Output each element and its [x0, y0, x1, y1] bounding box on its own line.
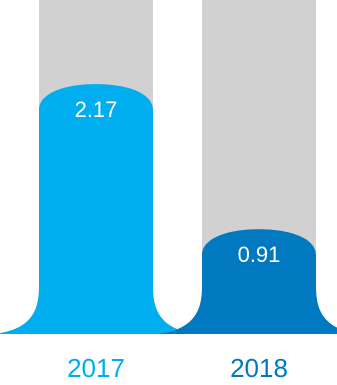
category-label-2017: 2017 [67, 353, 125, 383]
category-label-2018: 2018 [230, 353, 288, 383]
bar-fill-2018 [156, 229, 337, 334]
bar-group-2017: 2.17 2017 [0, 0, 199, 383]
value-label-2017: 2.17 [75, 97, 118, 122]
bar-group-2018: 0.91 2018 [156, 0, 337, 383]
value-label-2018: 0.91 [238, 242, 281, 267]
bar-fill-2017 [0, 84, 199, 334]
